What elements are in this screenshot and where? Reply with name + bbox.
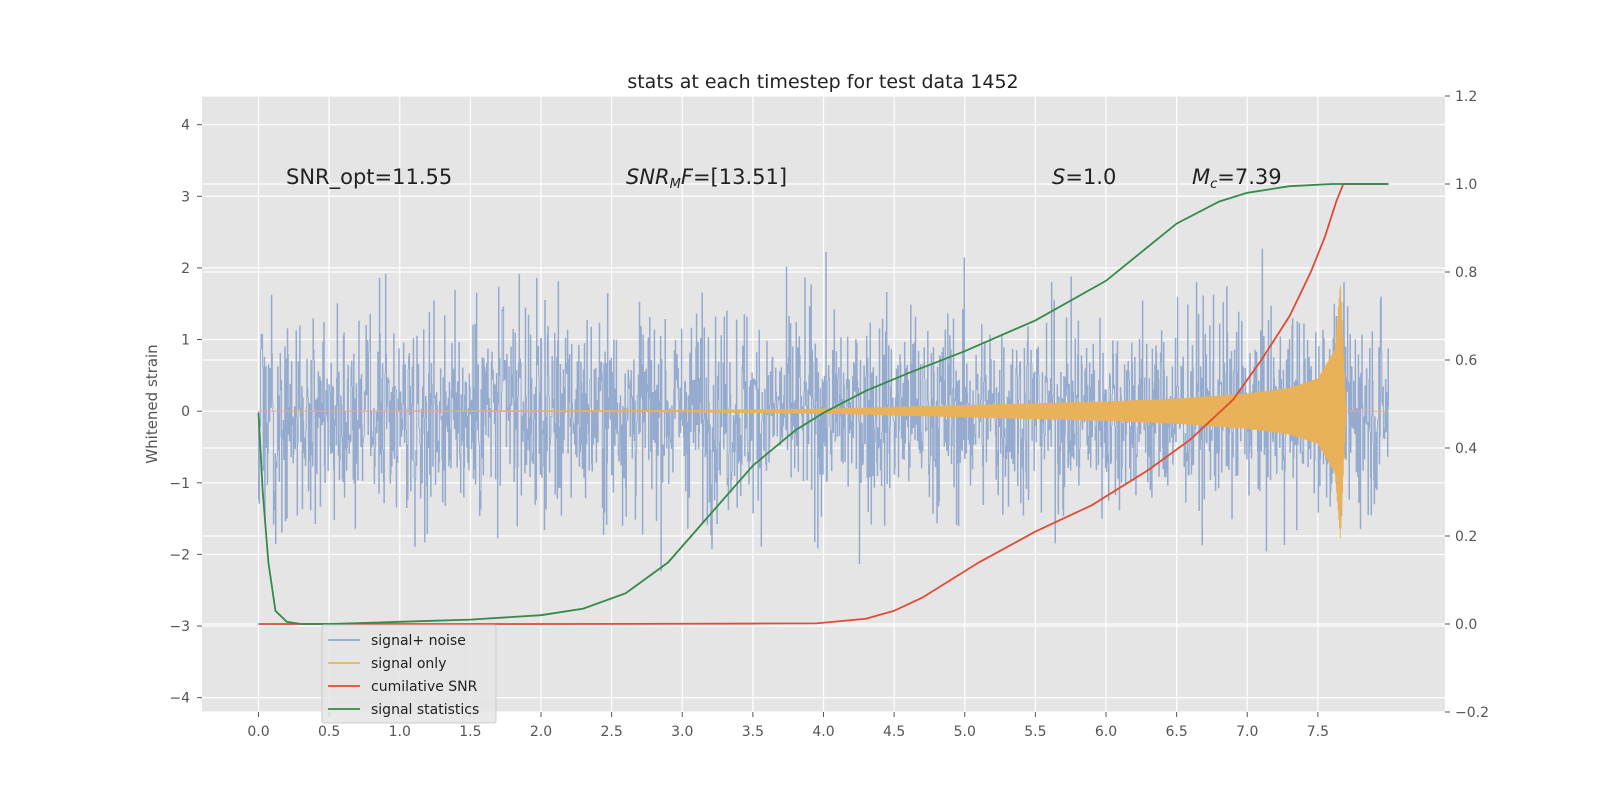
annotation-snr-mf-main: SNR (626, 165, 670, 189)
y-tick-label-left: −3 (169, 619, 190, 635)
legend-entry-signal-statistics: signal statistics (328, 702, 479, 718)
grid (202, 95, 1445, 713)
y-tick-label-left: 4 (181, 118, 190, 134)
legend-label-signal-noise: signal+ noise (371, 633, 466, 649)
annotation-s-rest: =1.0 (1065, 165, 1116, 189)
chart-title: stats at each timestep for test data 145… (627, 71, 1018, 93)
y-tick-label-left: −2 (169, 547, 190, 563)
x-tick-label: 1.5 (459, 724, 481, 740)
annotation-snr-mf: SNRMF=[13.51] (626, 165, 787, 192)
annotation-snr-mf-rest: =[13.51] (693, 165, 787, 189)
signal-only-trace (258, 285, 1389, 539)
x-tick-label: 1.0 (389, 724, 411, 740)
annotation-snr-mf-f: F (681, 165, 694, 189)
x-tick-label: 2.5 (600, 724, 622, 740)
y-tick-label-right: 0.0 (1455, 617, 1477, 633)
x-tick-label: 7.0 (1236, 724, 1258, 740)
annotation-s-main: S (1052, 165, 1065, 189)
y-tick-label-right: −0.2 (1455, 705, 1489, 721)
x-tick-label: 2.0 (530, 724, 552, 740)
annotation-snr-opt: SNR_opt=11.55 (286, 165, 452, 190)
y-tick-label-right: 1.2 (1455, 89, 1477, 105)
cumulative-snr-line (258, 183, 1389, 625)
annotation-mc: Mc=7.39 (1192, 165, 1282, 192)
x-tick-label: 0.5 (318, 724, 340, 740)
x-tick-label: 6.0 (1095, 724, 1117, 740)
legend-entry-signal-noise: signal+ noise (328, 633, 466, 649)
y-axis-label: Whitened strain (143, 344, 161, 463)
annotation-mc-rest: =7.39 (1217, 165, 1281, 189)
x-tick-label: 4.0 (812, 724, 834, 740)
annotation-snr-mf-sub: M (670, 177, 681, 192)
x-tick-label: 6.5 (1165, 724, 1187, 740)
y-tick-label-right: 0.8 (1455, 265, 1477, 281)
y-tick-label-right: 1.0 (1455, 177, 1477, 193)
axes: 0.0 0.5 1.0 1.5 2.0 2.5 3.0 3.5 4.0 4.5 5.0 5.5 6.0 6… (169, 89, 1489, 740)
y-tick-label-left: 1 (181, 333, 190, 349)
x-tick-label: 7.5 (1307, 724, 1329, 740)
signal-only-series (258, 285, 1389, 539)
x-tick-label: 0.0 (247, 724, 269, 740)
legend-label-signal-statistics: signal statistics (371, 702, 479, 718)
annotation-mc-sub: c (1210, 177, 1217, 192)
legend-entry-signal-only: signal only (328, 656, 446, 672)
y-tick-label-left: 2 (181, 261, 190, 277)
x-tick-label: 5.5 (1024, 724, 1046, 740)
y-tick-label-right: 0.2 (1455, 529, 1477, 545)
legend: signal+ noise signal only cumilative SNR… (321, 624, 497, 724)
annotation-s: S=1.0 (1052, 165, 1116, 189)
x-tick-label: 3.0 (671, 724, 693, 740)
x-tick-label: 3.5 (742, 724, 764, 740)
legend-box (321, 624, 497, 724)
legend-label-cumulative-snr: cumilative SNR (371, 679, 478, 695)
legend-entry-cumulative-snr: cumilative SNR (328, 679, 478, 695)
x-tick-label: 4.5 (883, 724, 905, 740)
y-tick-label-left: 3 (181, 189, 190, 205)
y-tick-label-left: −1 (169, 476, 190, 492)
x-tick-label: 5.0 (954, 724, 976, 740)
legend-label-signal-only: signal only (371, 656, 446, 672)
y-tick-label-right: 0.6 (1455, 353, 1477, 369)
y-tick-label-right: 0.4 (1455, 441, 1477, 457)
signal-statistics-line (257, 183, 1389, 625)
y-tick-label-left: −4 (169, 691, 190, 707)
annotation-mc-main: M (1192, 165, 1210, 189)
y-tick-label-left: 0 (181, 404, 190, 420)
